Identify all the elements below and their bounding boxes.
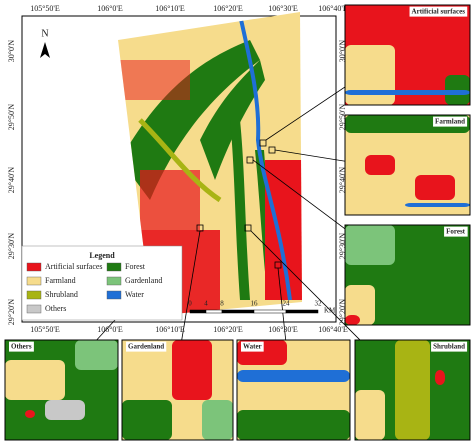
scale-tick: 4 [204, 300, 208, 308]
inset-label-background [431, 341, 468, 352]
inset-patch [45, 400, 85, 420]
scale-tick: 8 [220, 300, 224, 308]
inset-patch [415, 175, 455, 200]
inset-label: Forest [446, 228, 466, 236]
inset-patch [75, 340, 118, 370]
inset-label: Others [11, 343, 32, 351]
inset-label-background [444, 226, 468, 237]
top-coordinate: 105°50'E [30, 4, 60, 13]
top-coordinate: 106°30'E [268, 4, 298, 13]
right-coordinate: 30°0'N [338, 40, 347, 63]
top-coordinate: 106°10'E [155, 4, 185, 13]
inset-label: Gardenland [128, 343, 164, 351]
scale-tick: 0 [188, 300, 192, 308]
bottom-coordinate: 105°50'E [30, 325, 60, 334]
top-coordinate: 106°20'E [213, 4, 243, 13]
inset-label-background [126, 341, 167, 352]
inset-patch [237, 410, 350, 440]
legend-label: Shrubland [45, 290, 78, 299]
scale-segment [205, 309, 223, 314]
legend-swatch [26, 290, 42, 300]
bottom-coordinate: 106°30'E [268, 325, 298, 334]
inset-patch [405, 203, 470, 207]
left-coordinate: 29°20'N [7, 299, 16, 326]
bottom-coordinate: 106°0'E [97, 325, 123, 334]
top-coordinate: 106°40'E [318, 4, 348, 13]
inset-frame [354, 339, 471, 441]
scale-segment [253, 309, 287, 314]
legend-label: Artificial surfaces [45, 262, 103, 271]
inset-frame [344, 224, 471, 326]
legend-label: Forest [125, 262, 146, 271]
inset-frame [121, 339, 234, 441]
right-coordinate: 29°40'N [338, 167, 347, 194]
bottom-coordinate: 106°40'E [318, 325, 348, 334]
inset-patch [365, 155, 395, 175]
scale-tick: 16 [251, 300, 259, 308]
left-coordinate: 30°0'N [7, 40, 16, 63]
legend-swatch [26, 262, 42, 272]
inset-patch [345, 315, 360, 325]
inset-frame [4, 339, 119, 441]
inset-label: Farmland [435, 118, 465, 126]
inset-patch [5, 360, 65, 400]
legend-label: Water [125, 290, 144, 299]
left-coordinate: 29°40'N [7, 167, 16, 194]
bottom-coordinate: 106°20'E [213, 325, 243, 334]
inset-patch [237, 370, 350, 382]
inset-patch [172, 340, 212, 400]
inset-patch [435, 370, 445, 385]
inset-patch [395, 340, 430, 440]
legend-swatch [106, 290, 122, 300]
left-coordinate: 29°30'N [7, 233, 16, 260]
scale-tick: 32 [315, 300, 323, 308]
legend-swatch [106, 276, 122, 286]
inset-patch [25, 410, 35, 418]
inset-label: Water [243, 343, 262, 351]
scale-unit: KM [324, 307, 336, 315]
right-coordinate: 29°30'N [338, 233, 347, 260]
scale-segment [285, 309, 319, 314]
inset-patch [345, 225, 395, 265]
scale-tick: 24 [283, 300, 291, 308]
legend-box [21, 245, 183, 321]
left-coordinate: 29°50'N [7, 104, 16, 131]
scale-segment [189, 309, 207, 314]
inset-frame [236, 339, 351, 441]
inset-label: Artificial surfaces [412, 8, 466, 16]
legend-label: Others [45, 304, 66, 313]
generated: 105°50'E 106°0'E 106°10'E 106°20'E 106°30'E 1… [4, 4, 471, 441]
right-coordinate: 29°20'N [338, 299, 347, 326]
inset-label-background [9, 341, 34, 352]
scale-segment [221, 309, 255, 314]
legend-label: Farmland [45, 276, 76, 285]
bottom-coordinate: 106°10'E [155, 325, 185, 334]
inset-patch [122, 400, 172, 440]
inset-patch [345, 90, 470, 95]
right-coordinate: 29°50'N [338, 104, 347, 131]
inset-patch [355, 390, 385, 440]
legend-swatch [106, 262, 122, 272]
inset-patch [345, 45, 395, 105]
inset-label-background [241, 341, 264, 352]
legend-swatch [26, 276, 42, 286]
legend-title: Legend [89, 251, 115, 260]
inset-label-background [433, 116, 468, 127]
top-coordinate: 106°0'E [97, 4, 123, 13]
legend-label: Gardenland [125, 276, 162, 285]
legend-swatch [26, 304, 42, 314]
inset-frame [344, 114, 471, 216]
north-arrow: N [40, 28, 50, 58]
north-label: N [41, 28, 48, 39]
inset-label: Shrubland [433, 343, 465, 351]
inset-label-background [409, 6, 468, 17]
inset-frame [344, 4, 471, 106]
inset-patch [202, 400, 233, 440]
